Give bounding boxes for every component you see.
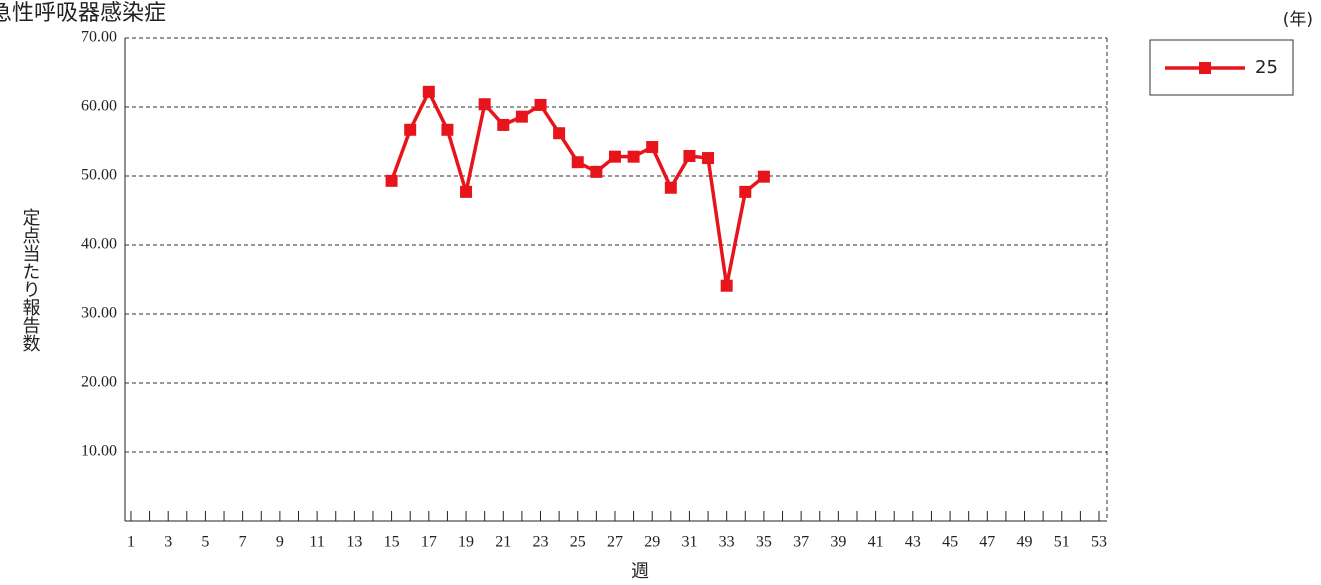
series-marker (757, 170, 770, 183)
series-marker (385, 174, 398, 187)
x-tick-label: 43 (905, 534, 921, 551)
x-tick-label: 31 (681, 534, 697, 551)
series-marker (404, 123, 417, 136)
chart-title: 急性呼吸器感染症 (0, 1, 166, 26)
x-tick-label: 49 (1017, 534, 1033, 551)
legend-title: (年) (1283, 10, 1313, 30)
x-tick-label: 51 (1054, 534, 1070, 551)
x-tick-label: 13 (346, 534, 362, 551)
series-marker (664, 181, 677, 194)
y-tick-label: 60.00 (81, 98, 117, 115)
series-marker (478, 98, 491, 111)
x-tick-label: 17 (421, 534, 437, 551)
series-marker (739, 185, 752, 198)
y-tick-label: 30.00 (81, 305, 117, 322)
x-tick-label: 37 (793, 534, 809, 551)
series-marker (460, 185, 473, 198)
series-marker (534, 98, 547, 111)
x-tick-label: 9 (276, 534, 284, 551)
x-tick-label: 41 (868, 534, 884, 551)
x-tick-label: 21 (495, 534, 511, 551)
x-tick-label: 39 (830, 534, 846, 551)
series-marker (720, 279, 733, 292)
x-tick-label: 23 (533, 534, 549, 551)
x-tick-label: 1 (127, 534, 135, 551)
x-tick-label: 7 (239, 534, 247, 551)
series-marker (441, 123, 454, 136)
x-axis-label: 週 (631, 561, 649, 582)
series-marker (497, 118, 510, 131)
x-tick-label: 27 (607, 534, 623, 551)
x-tick-label: 53 (1091, 534, 1107, 551)
x-tick-label: 47 (979, 534, 995, 551)
legend-box (1149, 39, 1294, 96)
x-tick-label: 11 (309, 534, 324, 551)
y-axis-label: 定点当たり報告数 (20, 208, 41, 352)
series-marker (683, 149, 696, 162)
series-marker (515, 110, 528, 123)
series-marker (590, 165, 603, 178)
series-marker (702, 152, 715, 165)
x-tick-label: 29 (644, 534, 660, 551)
y-tick-label: 70.00 (81, 29, 117, 46)
y-tick-label: 20.00 (81, 374, 117, 391)
y-tick-label: 10.00 (81, 443, 117, 460)
y-tick-label: 40.00 (81, 236, 117, 253)
series-marker (627, 150, 640, 163)
x-tick-label: 19 (458, 534, 474, 551)
x-tick-label: 5 (201, 534, 209, 551)
series-marker (553, 127, 566, 140)
series-marker (422, 85, 435, 98)
series-marker (646, 141, 659, 154)
x-tick-label: 35 (756, 534, 772, 551)
x-tick-label: 25 (570, 534, 586, 551)
x-tick-label: 33 (719, 534, 735, 551)
legend-marker (1199, 62, 1211, 74)
series-marker (608, 150, 621, 163)
series-line (389, 90, 766, 288)
x-tick-label: 45 (942, 534, 958, 551)
x-tick-label: 15 (384, 534, 400, 551)
legend-label: 25 (1255, 57, 1278, 78)
series-marker (571, 156, 584, 169)
x-tick-label: 3 (164, 534, 172, 551)
y-tick-label: 50.00 (81, 167, 117, 184)
